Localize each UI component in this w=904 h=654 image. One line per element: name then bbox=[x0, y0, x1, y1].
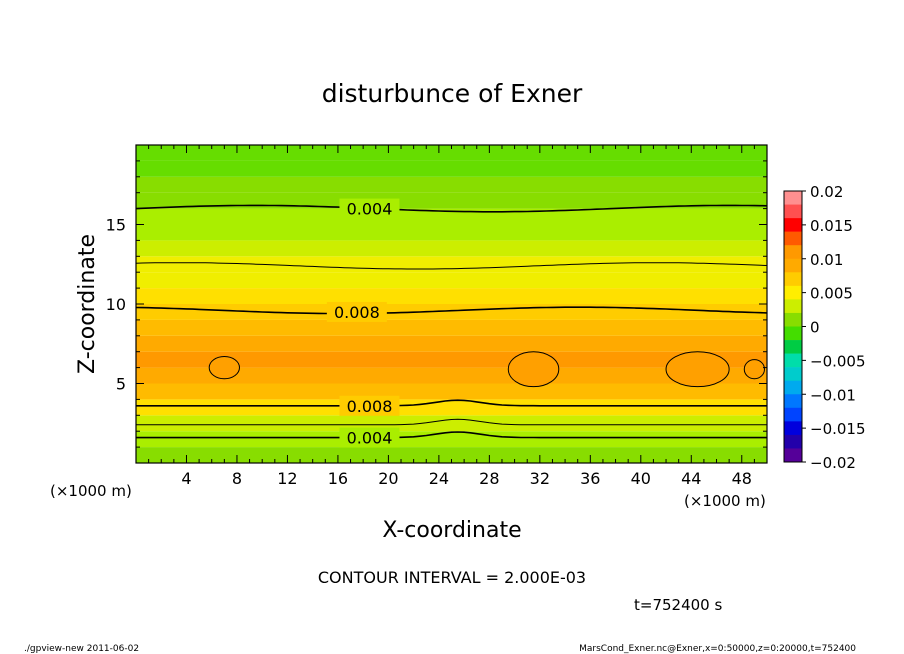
x-tick-label: 44 bbox=[681, 469, 701, 488]
contour-interval-note: CONTOUR INTERVAL = 2.000E-03 bbox=[318, 568, 586, 587]
colorbar-swatch bbox=[784, 299, 802, 314]
colorbar-swatch bbox=[784, 245, 802, 260]
contour-label-bg bbox=[339, 395, 400, 416]
colorbar-swatch bbox=[784, 448, 802, 463]
contour-band bbox=[136, 192, 767, 209]
colorbar-swatch bbox=[784, 407, 802, 422]
contour-label: 0.008 bbox=[334, 303, 380, 322]
x-tick-label: 28 bbox=[479, 469, 499, 488]
x-tick-label: 4 bbox=[181, 469, 191, 488]
colorbar-tick-label: −0.005 bbox=[810, 352, 866, 370]
contour-band bbox=[136, 145, 767, 161]
y-axis-ticks: 5 10 15 bbox=[106, 160, 767, 448]
contour-band bbox=[136, 208, 767, 225]
colorbar-swatch bbox=[784, 231, 802, 246]
contour-line bbox=[136, 262, 767, 270]
contour-line bbox=[136, 399, 767, 407]
x-tick-label: 24 bbox=[429, 469, 449, 488]
colorbar-swatch bbox=[784, 380, 802, 395]
maximum-contour bbox=[208, 355, 240, 380]
x-tick-label: 32 bbox=[530, 469, 550, 488]
colorbar-swatch bbox=[784, 353, 802, 368]
contour-band bbox=[136, 399, 767, 416]
x-tick-label: 40 bbox=[631, 469, 651, 488]
contour-label-bg bbox=[326, 301, 387, 322]
colorbar: 0.02 0.015 0.01 0.005 0 −0.005 −0.01 −0.015 −0.0… bbox=[783, 183, 866, 472]
colorbar-swatch bbox=[784, 204, 802, 219]
contour-band bbox=[136, 447, 767, 463]
maximum-contour bbox=[743, 359, 765, 380]
time-note: t=752400 s bbox=[634, 596, 722, 614]
x-unit-right: (×1000 m) bbox=[684, 492, 766, 510]
contour-band bbox=[136, 415, 767, 432]
colorbar-swatch bbox=[784, 394, 802, 409]
contour-label-bg bbox=[339, 198, 400, 219]
x-tick-label: 16 bbox=[328, 469, 348, 488]
contour-label: 0.008 bbox=[347, 397, 393, 416]
x-tick-label: 12 bbox=[277, 469, 297, 488]
maximum-contour bbox=[507, 351, 560, 388]
colorbar-swatch bbox=[784, 326, 802, 341]
colorbar-swatch bbox=[784, 258, 802, 273]
colorbar-tick-label: 0.005 bbox=[810, 285, 853, 303]
chart-title: disturbunce of Exner bbox=[322, 79, 583, 108]
contour-line bbox=[136, 431, 767, 439]
contour-band bbox=[136, 224, 767, 241]
contour-label: 0.004 bbox=[347, 429, 393, 448]
contour-band bbox=[136, 240, 767, 257]
colorbar-swatch bbox=[784, 285, 802, 300]
contour-line bbox=[136, 306, 767, 315]
y-tick-label: 10 bbox=[106, 295, 126, 314]
colorbar-swatch bbox=[784, 272, 802, 287]
x-tick-label: 8 bbox=[232, 469, 242, 488]
y-tick-label: 15 bbox=[106, 216, 126, 235]
maximum-contour bbox=[665, 351, 730, 388]
contour-maxima bbox=[208, 351, 765, 388]
colorbar-swatch bbox=[784, 312, 802, 327]
contour-band bbox=[136, 367, 767, 384]
contour-band bbox=[136, 304, 767, 320]
x-tick-label: 20 bbox=[378, 469, 398, 488]
y-axis-label: Z-coordinate bbox=[75, 234, 100, 374]
contour-line bbox=[136, 204, 767, 213]
contour-band bbox=[136, 288, 767, 304]
contour-band bbox=[136, 335, 767, 352]
y-tick-label: 5 bbox=[116, 375, 126, 394]
contour-fill bbox=[136, 145, 767, 463]
contour-band bbox=[136, 431, 767, 448]
colorbar-swatch bbox=[784, 367, 802, 381]
colorbar-swatch bbox=[784, 191, 802, 205]
x-axis-ticks: 4 8 12 16 20 24 28 32 36 40 44 48 bbox=[148, 145, 755, 488]
contour-band bbox=[136, 351, 767, 368]
colorbar-swatch bbox=[784, 218, 802, 232]
colorbar-tick-label: −0.015 bbox=[810, 420, 866, 438]
contour-labels: 0.004 0.008 0.008 0.004 bbox=[326, 198, 400, 448]
x-axis-label: X-coordinate bbox=[382, 518, 521, 543]
colorbar-swatch bbox=[784, 421, 802, 436]
contour-band bbox=[136, 256, 767, 273]
contour-band bbox=[136, 176, 767, 193]
colorbar-tick-label: 0.02 bbox=[810, 183, 843, 201]
contour-line bbox=[136, 418, 767, 426]
contour-band bbox=[136, 160, 767, 177]
footer-right: MarsCond_Exner.nc@Exner,x=0:50000,z=0:20… bbox=[579, 644, 856, 654]
colorbar-tick-label: −0.01 bbox=[810, 386, 856, 404]
x-unit-left: (×1000 m) bbox=[50, 482, 132, 500]
colorbar-tick-label: −0.02 bbox=[810, 454, 856, 472]
contour-label: 0.004 bbox=[347, 200, 393, 219]
colorbar-tick-label: 0.015 bbox=[810, 217, 853, 235]
colorbar-tick-label: 0 bbox=[810, 319, 820, 337]
contour-band bbox=[136, 272, 767, 289]
colorbar-tick-label: 0.01 bbox=[810, 251, 843, 269]
x-tick-label: 36 bbox=[580, 469, 600, 488]
footer-left: ./gpview-new 2011-06-02 bbox=[24, 644, 139, 654]
colorbar-swatch bbox=[784, 434, 802, 449]
x-tick-label: 48 bbox=[732, 469, 752, 488]
colorbar-swatch bbox=[784, 340, 802, 354]
contour-lines bbox=[136, 204, 767, 439]
contour-band bbox=[136, 319, 767, 336]
contour-band bbox=[136, 383, 767, 400]
contour-label-bg bbox=[339, 427, 400, 448]
